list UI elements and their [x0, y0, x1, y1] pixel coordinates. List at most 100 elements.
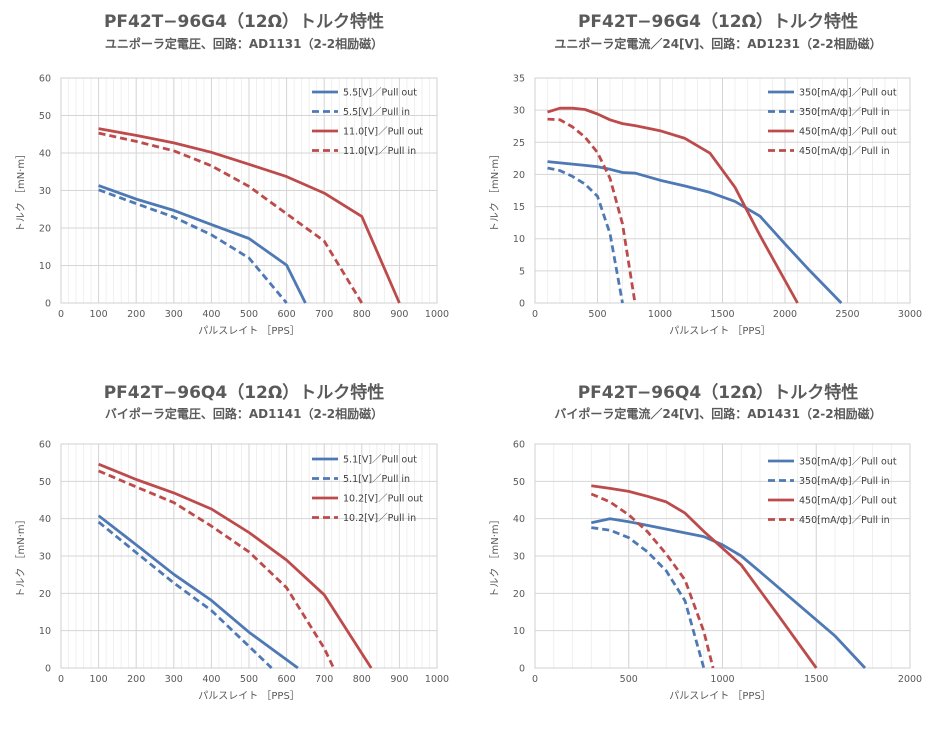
x-tick-label: 2500 — [835, 309, 859, 320]
legend: 350[mA/ф]／Pull out 350[mA/ф]／Pull in 450[m… — [768, 457, 897, 526]
x-tick-label: 700 — [315, 309, 333, 320]
y-tick-label: 25 — [513, 138, 525, 149]
y-tick-label: 30 — [39, 552, 51, 563]
x-tick-label: 300 — [165, 674, 183, 685]
chart-4: PF42T−96Q4（12Ω）トルク特性バイポーラ定電流／24[V]、回路：AD… — [489, 382, 922, 702]
y-tick-label: 40 — [39, 514, 51, 525]
chart-subtitle: バイポーラ定電圧、回路：AD1141（2-2相励磁） — [105, 406, 383, 421]
x-tick-label: 1500 — [710, 309, 734, 320]
legend-label: 450[mA/ф]／Pull in — [799, 515, 890, 526]
x-tick-label: 0 — [58, 309, 64, 320]
legend-label: 11.0[V]／Pull in — [343, 146, 416, 157]
y-tick-label: 0 — [45, 664, 51, 675]
y-tick-label: 10 — [513, 626, 525, 637]
x-tick-label: 600 — [278, 674, 296, 685]
y-tick-label: 10 — [39, 261, 51, 272]
y-tick-label: 0 — [519, 299, 525, 310]
x-tick-label: 700 — [315, 674, 333, 685]
y-tick-label: 20 — [513, 589, 525, 600]
y-tick-label: 30 — [513, 106, 525, 117]
legend-label: 5.1[V]／Pull out — [343, 455, 417, 466]
legend-label: 5.5[V]／Pull out — [343, 88, 417, 99]
legend-label: 450[mA/ф]／Pull in — [799, 146, 890, 157]
series-line-4 — [98, 131, 363, 304]
plot-frame — [60, 443, 438, 669]
y-tick-label: 60 — [39, 74, 51, 85]
series-line-3 — [591, 484, 818, 669]
legend-label: 11.0[V]／Pull out — [343, 127, 423, 138]
legend-label: 450[mA/ф]／Pull out — [799, 496, 897, 507]
chart-title: PF42T−96G4（12Ω）トルク特性 — [104, 11, 384, 32]
legend-label: 350[mA/ф]／Pull in — [799, 476, 890, 487]
series-line-2 — [98, 188, 288, 304]
x-tick-label: 100 — [90, 674, 108, 685]
x-tick-label: 900 — [390, 309, 408, 320]
x-tick-label: 2000 — [773, 309, 797, 320]
x-tick-label: 0 — [532, 309, 538, 320]
y-axis-label: トルク ［mN·m］ — [489, 514, 501, 597]
y-tick-label: 20 — [39, 589, 51, 600]
x-tick-label: 100 — [90, 309, 108, 320]
x-tick-label: 500 — [240, 309, 258, 320]
series-line-4 — [590, 492, 715, 669]
x-tick-label: 1000 — [710, 674, 734, 685]
x-axis-label: パルスレイト ［PPS］ — [198, 690, 300, 702]
x-tick-label: 1000 — [648, 309, 672, 320]
y-tick-label: 0 — [45, 299, 51, 310]
x-tick-label: 200 — [127, 674, 145, 685]
y-tick-label: 30 — [39, 186, 51, 197]
x-tick-label: 600 — [278, 309, 296, 320]
chart-2: PF42T−96G4（12Ω）トルク特性ユニポーラ定電流／24[V]、回路：AD… — [489, 11, 922, 337]
legend-label: 5.1[V]／Pull in — [343, 474, 410, 485]
y-axis-label: トルク ［mN·m］ — [489, 149, 501, 232]
y-tick-label: 40 — [513, 514, 525, 525]
legend-label: 450[mA/ф]／Pull out — [799, 127, 897, 138]
x-tick-label: 800 — [353, 674, 371, 685]
legend-label: 5.5[V]／Pull in — [343, 107, 410, 118]
chart-subtitle: ユニポーラ定電流／24[V]、回路：AD1231（2-2相励磁） — [554, 36, 881, 51]
x-tick-label: 0 — [58, 674, 64, 685]
legend-label: 350[mA/ф]／Pull out — [799, 88, 897, 99]
legend: 5.5[V]／Pull out 5.5[V]／Pull in 11.0[V]／Pul… — [312, 88, 423, 157]
series-line-1 — [547, 160, 843, 304]
x-tick-label: 500 — [240, 674, 258, 685]
x-tick-label: 200 — [127, 309, 145, 320]
series-line-3 — [547, 106, 799, 304]
series-line-3 — [98, 462, 373, 669]
chart-title: PF42T−96Q4（12Ω）トルク特性 — [578, 382, 859, 403]
series-line-3 — [98, 127, 401, 304]
plot-frame — [534, 443, 911, 669]
x-tick-label: 1000 — [425, 309, 449, 320]
y-tick-label: 35 — [513, 74, 525, 85]
x-tick-label: 500 — [620, 674, 638, 685]
y-tick-label: 10 — [39, 626, 51, 637]
series-line-4 — [547, 117, 637, 304]
series-line-2 — [591, 526, 706, 669]
plot-frame — [534, 77, 911, 304]
x-tick-label: 400 — [202, 674, 220, 685]
y-tick-label: 20 — [513, 170, 525, 181]
chart-3: PF42T−96Q4（12Ω）トルク特性バイポーラ定電圧、回路：AD1141（2… — [15, 382, 449, 702]
x-tick-label: 400 — [202, 309, 220, 320]
chart-1: PF42T−96G4（12Ω）トルク特性ユニポーラ定電圧、回路：AD1131（2… — [15, 11, 449, 337]
x-tick-label: 3000 — [898, 309, 922, 320]
y-tick-label: 50 — [39, 111, 51, 122]
x-tick-label: 1000 — [425, 674, 449, 685]
y-tick-label: 30 — [513, 552, 525, 563]
legend-label: 10.2[V]／Pull out — [343, 494, 423, 505]
x-tick-label: 1500 — [804, 674, 828, 685]
chart-subtitle: ユニポーラ定電圧、回路：AD1131（2-2相励磁） — [105, 36, 383, 51]
legend-label: 10.2[V]／Pull in — [343, 513, 416, 524]
y-tick-label: 50 — [39, 477, 51, 488]
legend-label: 350[mA/ф]／Pull in — [799, 107, 890, 118]
legend-label: 350[mA/ф]／Pull out — [799, 457, 897, 468]
x-tick-label: 900 — [390, 674, 408, 685]
x-axis-label: パルスレイト ［PPS］ — [198, 325, 300, 337]
series-line-1 — [591, 517, 867, 669]
x-tick-label: 500 — [588, 309, 606, 320]
series-line-2 — [547, 166, 624, 304]
series-line-4 — [98, 469, 335, 669]
chart-title: PF42T−96G4（12Ω）トルク特性 — [578, 11, 858, 32]
